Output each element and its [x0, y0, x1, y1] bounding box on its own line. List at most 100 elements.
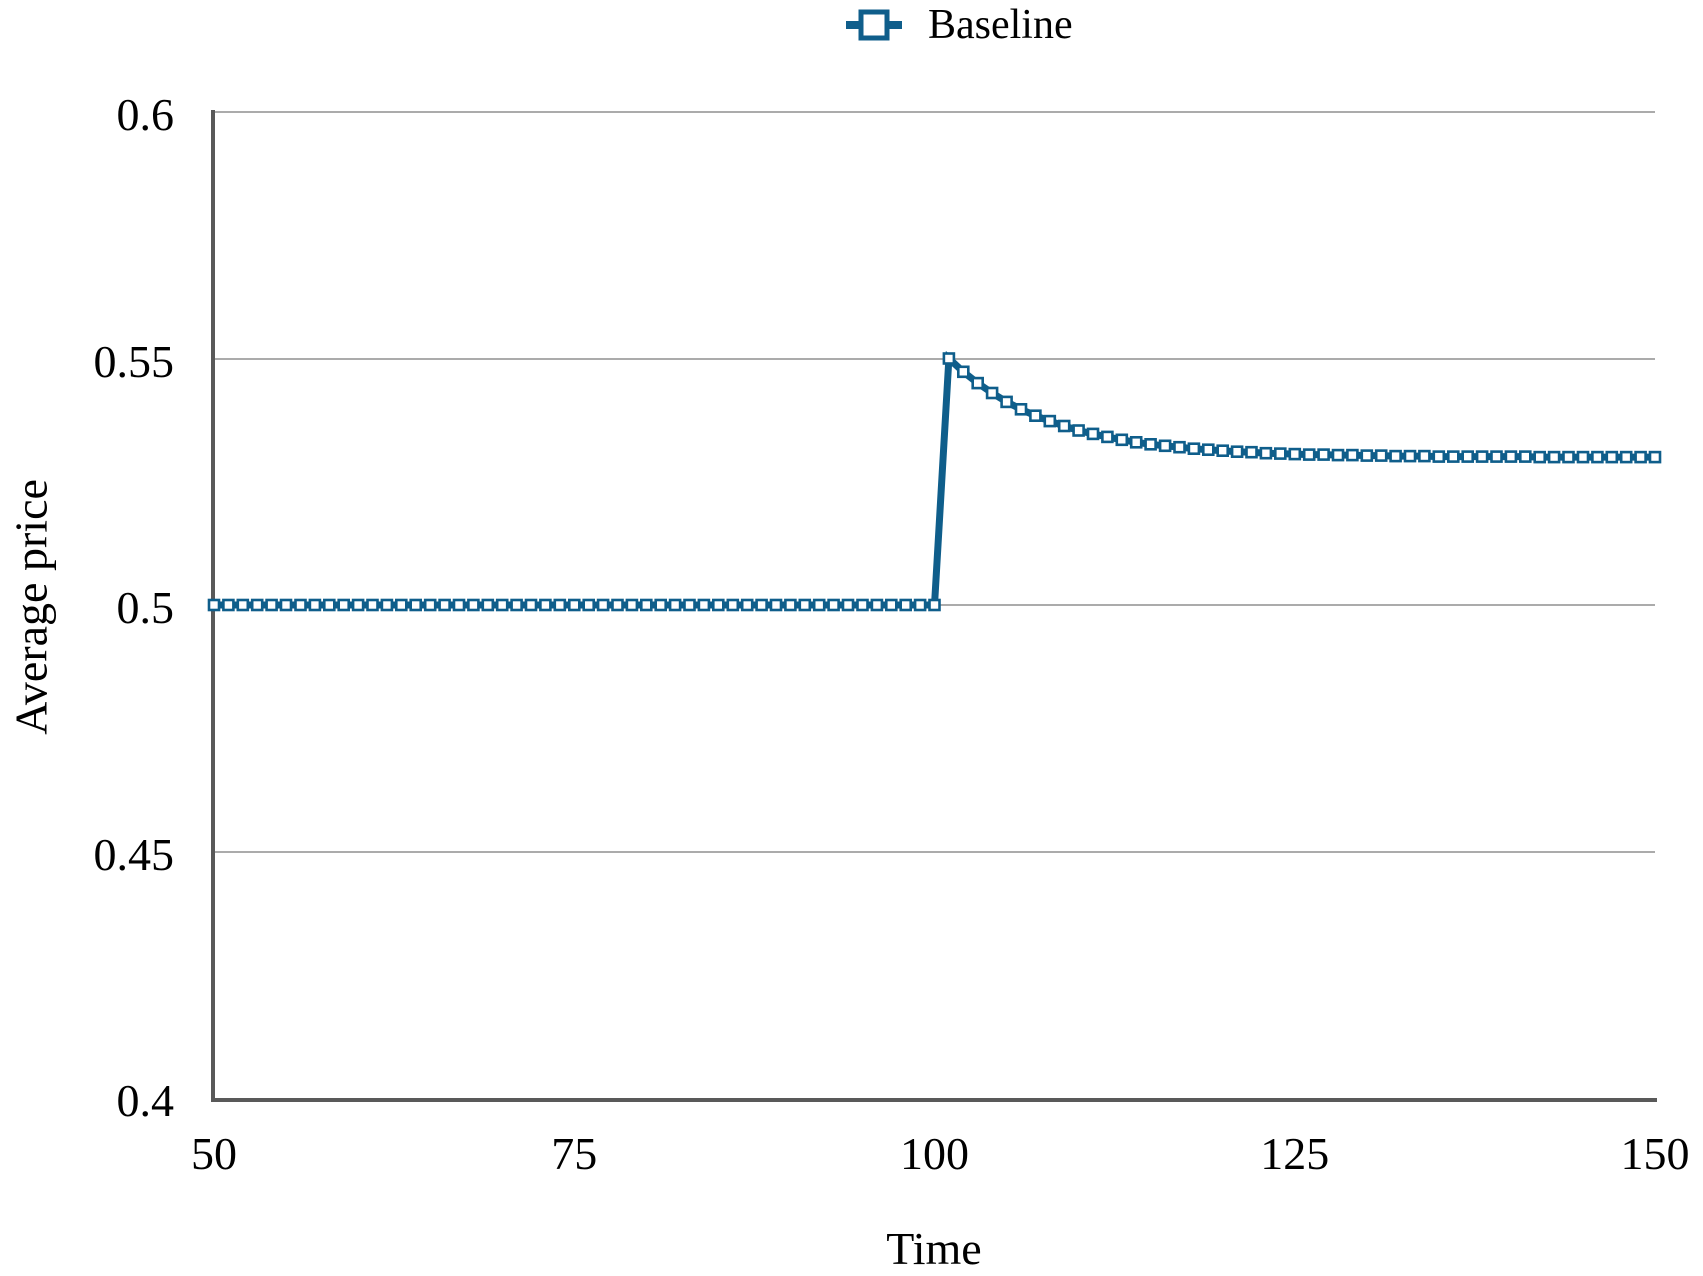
data-point-marker	[1576, 450, 1590, 464]
data-point-marker	[870, 598, 884, 612]
data-point-marker	[755, 598, 768, 612]
data-point-marker	[337, 598, 350, 612]
data-point-marker	[1418, 449, 1431, 463]
data-point-marker	[683, 598, 696, 612]
data-point-marker	[625, 598, 639, 612]
data-point-marker	[1173, 440, 1186, 454]
data-point-marker	[351, 598, 365, 612]
data-point-marker	[265, 598, 278, 612]
data-point-marker	[366, 598, 379, 612]
data-point-marker	[769, 598, 783, 612]
data-point-marker	[856, 598, 869, 612]
y-tick-label: 0.45	[93, 828, 175, 880]
data-point-marker	[812, 598, 826, 612]
x-tick-label: 125	[1260, 1128, 1330, 1179]
legend: Baseline	[845, 2, 1073, 48]
x-tick-label: 150	[1620, 1128, 1690, 1179]
x-tick-label: 75	[551, 1128, 598, 1179]
data-point-marker	[1432, 450, 1446, 463]
y-tick-label: 0.4	[116, 1075, 175, 1126]
data-point-marker	[481, 598, 495, 612]
data-point-marker	[1057, 419, 1071, 433]
data-point-marker	[1317, 448, 1330, 461]
data-point-marker	[711, 598, 725, 612]
data-point-marker	[236, 598, 250, 612]
series-line	[214, 350, 1655, 609]
data-point-marker	[1591, 450, 1604, 464]
data-point-marker	[380, 598, 394, 612]
data-point-marker	[1389, 449, 1402, 463]
data-point-marker	[1187, 442, 1201, 456]
data-point-marker	[1331, 448, 1345, 462]
data-point-marker	[1201, 443, 1215, 457]
data-point-marker	[942, 352, 956, 365]
data-point-marker	[1288, 447, 1302, 461]
data-point-marker	[1129, 435, 1143, 449]
data-point-marker	[1447, 450, 1460, 463]
data-point-marker	[553, 598, 567, 612]
data-point-marker	[1029, 409, 1042, 423]
data-point-marker	[596, 598, 610, 612]
data-point-marker	[1115, 433, 1129, 447]
data-point-marker	[222, 598, 235, 612]
data-point-marker	[510, 598, 523, 612]
data-point-marker	[899, 598, 913, 612]
data-point-marker	[409, 598, 422, 612]
x-axis-title: Time	[886, 1223, 982, 1274]
data-point-marker	[524, 598, 538, 612]
data-point-marker	[1230, 445, 1244, 459]
data-point-marker	[467, 598, 480, 612]
data-point-marker	[1259, 446, 1273, 460]
data-point-marker	[1000, 395, 1013, 409]
data-point-marker	[1533, 450, 1546, 464]
data-point-marker	[827, 598, 840, 612]
gridline	[215, 111, 1655, 113]
baseline-series-plot	[207, 350, 1662, 612]
data-point-marker	[668, 598, 682, 612]
data-point-marker	[1302, 448, 1316, 461]
data-point-marker	[395, 598, 408, 612]
data-point-marker	[1014, 402, 1028, 416]
data-point-marker	[1475, 450, 1489, 463]
gridline	[215, 850, 1655, 853]
data-point-marker	[1086, 427, 1100, 441]
data-point-marker	[1245, 445, 1258, 459]
data-point-marker	[928, 598, 941, 612]
data-point-marker	[1346, 448, 1359, 462]
data-point-marker	[1547, 450, 1561, 464]
data-point-marker	[1043, 414, 1057, 428]
data-point-marker	[841, 598, 855, 612]
data-point-marker	[250, 598, 264, 612]
data-point-marker	[1360, 449, 1374, 462]
data-point-marker	[654, 598, 668, 612]
data-point-marker	[1519, 450, 1532, 463]
data-point-marker	[279, 598, 293, 612]
data-point-marker	[567, 598, 581, 612]
data-point-marker	[1619, 450, 1633, 464]
y-tick-label: 0.6	[116, 89, 175, 140]
x-axis-line	[211, 1098, 1657, 1102]
data-point-marker	[1490, 450, 1503, 463]
data-point-marker	[1158, 439, 1172, 453]
x-tick-label: 100	[900, 1128, 969, 1179]
data-point-marker	[1072, 424, 1085, 437]
data-point-marker	[1648, 450, 1662, 464]
data-point-marker	[956, 365, 970, 379]
data-point-marker	[423, 598, 437, 612]
data-point-marker	[884, 598, 898, 612]
data-point-marker	[294, 598, 307, 612]
data-point-marker	[1403, 449, 1417, 463]
data-point-marker	[539, 598, 552, 612]
data-point-marker	[1274, 447, 1287, 460]
data-point-marker	[611, 598, 624, 612]
data-point-marker	[452, 598, 466, 612]
data-point-marker	[726, 598, 740, 612]
data-point-marker	[582, 598, 596, 612]
data-point-marker	[913, 598, 927, 612]
gridline	[215, 357, 1655, 360]
data-point-marker	[207, 598, 221, 612]
data-point-marker	[1374, 449, 1388, 462]
data-point-marker	[985, 386, 999, 400]
y-tick-label: 0.5	[116, 582, 175, 633]
